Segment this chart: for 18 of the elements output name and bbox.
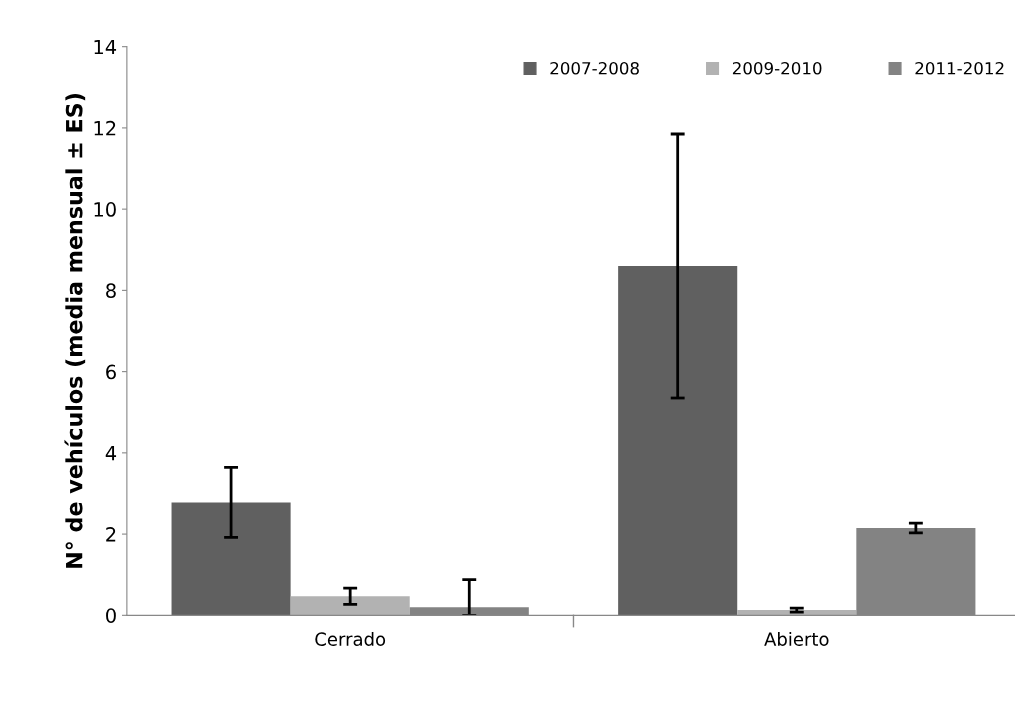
y-tick-label: 6: [106, 364, 116, 380]
legend-label: 2007-2008: [550, 61, 639, 75]
x-tick-label: Abierto: [764, 631, 829, 646]
bar: [290, 596, 410, 616]
x-tick-label: Cerrado: [315, 631, 386, 646]
legend-label: 2009-2010: [732, 61, 822, 75]
y-tick-label: 8: [106, 283, 116, 299]
y-axis-title: N° de vehículos (media mensual ± ES): [64, 94, 86, 568]
y-tick-label: 4: [105, 446, 117, 461]
y-tick-label: 10: [94, 202, 116, 217]
y-tick-label: 0: [106, 608, 116, 623]
bar: [618, 266, 738, 616]
y-tick-label: 14: [94, 39, 117, 55]
y-tick-label: 2: [106, 527, 116, 542]
bar: [171, 502, 291, 616]
bar: [737, 610, 857, 616]
y-tick-label: 12: [94, 120, 116, 136]
legend-label: 2011-2012: [915, 61, 1004, 75]
